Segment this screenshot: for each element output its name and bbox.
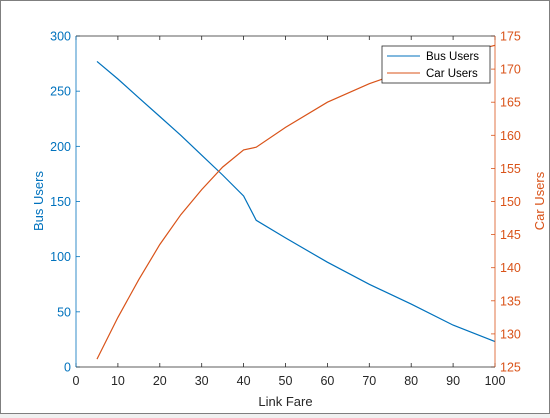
right-y-axis-label: Car Users [532,171,547,230]
left-y-tick-label: 250 [50,85,71,99]
right-y-tick-label: 175 [500,30,521,44]
x-tick-label: 40 [237,374,251,388]
x-tick-label: 80 [404,374,418,388]
right-y-tick-label: 130 [500,327,521,341]
left-y-tick-label: 100 [50,250,71,264]
x-tick-label: 100 [485,374,506,388]
left-y-axis-ticks: 0 50 100 150 200 250 300 [50,30,80,375]
axes-frame [75,35,496,368]
right-y-tick-label: 155 [500,162,521,176]
x-tick-label: 0 [73,374,80,388]
right-y-tick-label: 170 [500,63,521,77]
series-line-bus-users [96,60,496,343]
right-y-tick-label: 145 [500,228,521,242]
x-tick-label: 90 [446,374,460,388]
x-tick-label: 60 [320,374,334,388]
left-y-tick-label: 300 [50,30,71,44]
right-y-tick-label: 135 [500,294,521,308]
x-tick-label: 70 [362,374,376,388]
x-axis-ticks: 0 10 20 30 40 50 60 70 80 90 100 [73,36,506,388]
left-y-tick-label: 50 [57,305,71,319]
right-y-axis-ticks: 125 130 135 140 145 150 155 160 165 170 175 [491,30,521,375]
right-y-tick-label: 125 [500,361,521,375]
right-y-tick-label: 160 [500,129,521,143]
left-y-tick-label: 200 [50,140,71,154]
right-y-tick-label: 165 [500,96,521,110]
x-tick-label: 50 [279,374,293,388]
left-y-axis-label: Bus Users [31,171,46,231]
legend-label-bus-users: Bus Users [426,51,479,63]
legend-label-car-users: Car Users [426,68,478,80]
x-tick-label: 30 [195,374,209,388]
left-y-tick-label: 0 [64,361,71,375]
x-axis-label: Link Fare [258,394,312,409]
x-tick-label: 10 [111,374,125,388]
legend-box [381,45,491,84]
left-y-tick-label: 150 [50,195,71,209]
x-tick-label: 20 [153,374,167,388]
right-y-tick-label: 150 [500,195,521,209]
right-y-tick-label: 140 [500,261,521,275]
plot-area [76,36,495,367]
legend: Bus Users Car Users [381,45,491,84]
